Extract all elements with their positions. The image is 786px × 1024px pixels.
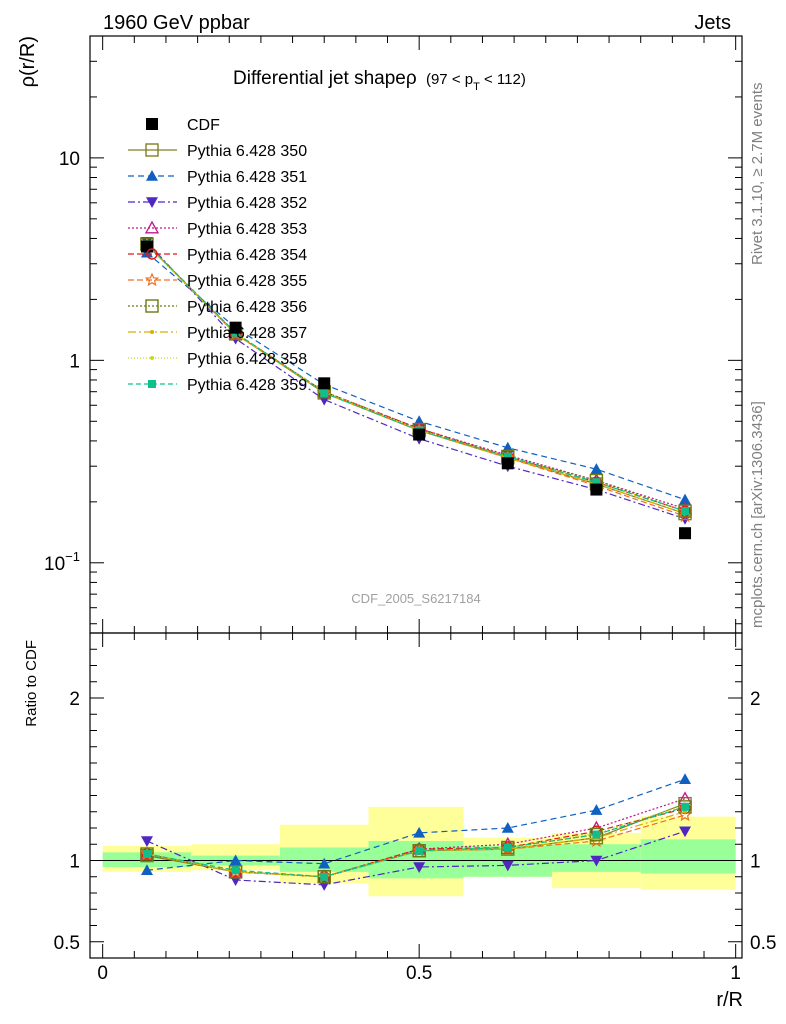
legend-marker-5 [146, 248, 158, 260]
title-sub-pre: (97 < p [426, 71, 473, 88]
legend-marker-7 [145, 299, 159, 313]
ytick-label-top-2: 10 [59, 149, 80, 170]
series-point-9-6 [681, 507, 690, 516]
ratio-point-9-5 [592, 830, 601, 839]
legend-label-10: Pythia 6.428 359 [187, 377, 307, 394]
ratio-point-2-3 [413, 862, 426, 873]
ratio-point-9-6 [681, 802, 690, 811]
ratio-point-9-0 [142, 850, 151, 858]
top-panel-series [139, 237, 693, 540]
ratio-point-1-6 [679, 773, 692, 785]
legend-label-3: Pythia 6.428 352 [187, 195, 307, 212]
data-point-2 [318, 377, 331, 390]
series-point-6-6 [678, 504, 692, 518]
xtick-label-2: 1 [730, 963, 741, 984]
header-right: Jets [694, 12, 731, 34]
ytick-label-bottom-right-0: 0.5 [750, 933, 776, 954]
ratio-point-9-3 [415, 846, 424, 855]
ratio-point-2-4 [501, 860, 514, 872]
title-sub-subscript: T [473, 81, 480, 93]
xtick-label-0: 0 [97, 963, 108, 984]
ratio-point-1-5 [590, 804, 603, 815]
ylabel-bottom: Ratio to CDF [23, 640, 40, 727]
xtick-label-1: 0.5 [406, 963, 432, 984]
header-left: 1960 GeV ppbar [103, 12, 250, 34]
axes-frame: 10−1 1 10 0.5 0.5 1 1 2 2 0 0.5 1 [44, 35, 776, 984]
ytick-label-bottom-right-1: 1 [750, 852, 761, 873]
series-point-9-4 [503, 452, 512, 461]
series-point-5-6 [677, 508, 693, 523]
ratio-point-5-5 [589, 833, 604, 848]
data-point-6 [679, 527, 692, 540]
data-point-0 [140, 240, 153, 253]
legend-marker-6 [144, 272, 160, 287]
legend-label-2: Pythia 6.428 351 [187, 169, 307, 186]
legend-label-9: Pythia 6.428 358 [187, 351, 307, 368]
ytick-label-bottom-right-2: 2 [750, 689, 761, 710]
ratio-point-9-4 [503, 843, 512, 852]
ratio-point-1-1 [229, 854, 242, 866]
ratio-point-1-4 [501, 822, 514, 833]
ratio-point-6-0 [140, 847, 154, 861]
legend-marker-10 [148, 380, 156, 388]
ratio-point-1-2 [318, 857, 331, 869]
legend-marker-0 [146, 118, 158, 130]
legend-label-5: Pythia 6.428 354 [187, 247, 307, 264]
series-point-9-5 [592, 478, 601, 487]
legend-marker-3 [146, 197, 158, 208]
data-point-1 [229, 321, 242, 334]
bottom-panel-frame [89, 632, 743, 959]
plot-title: Differential jet shapeρ (97 < pT < 112) [233, 68, 526, 93]
ratio-point-2-0 [140, 836, 153, 847]
legend-label-8: Pythia 6.428 357 [187, 325, 307, 342]
legend-marker-8 [150, 330, 154, 334]
ratio-point-2-6 [679, 826, 692, 838]
legend-marker-4 [144, 220, 160, 234]
legend-marker-2 [146, 170, 158, 181]
legend-label-1: Pythia 6.428 350 [187, 143, 307, 160]
ylabel-top: ρ(r/R) [17, 36, 39, 87]
legend-marker-9 [150, 356, 154, 360]
ytick-label-bottom-left-1: 1 [69, 852, 80, 873]
data-point-5 [590, 483, 603, 496]
ytick-label-bottom-left-2: 2 [69, 689, 80, 710]
legend-label-7: Pythia 6.428 356 [187, 299, 307, 316]
legend-marker-1 [145, 143, 159, 157]
ratio-point-1-3 [413, 826, 426, 838]
legend-label-0: CDF [187, 117, 220, 134]
ratio-point-1-0 [140, 864, 153, 876]
legend: CDF Pythia 6.428 350 Pythia 6.428 351 Pythi… [128, 117, 307, 394]
side-label-mcplots: mcplots.cern.ch [arXiv:1306.3436] [749, 401, 766, 628]
series-point-9-2 [320, 388, 329, 397]
title-main: Differential jet shapeρ [233, 68, 417, 89]
ratio-panel-series [139, 773, 693, 891]
ratio-point-2-5 [590, 855, 603, 867]
band-green [640, 839, 736, 874]
ytick-label-top-0: 10−1 [44, 549, 80, 575]
side-label-rivet: Rivet 3.1.10, ≥ 2.7M events [749, 83, 766, 266]
series-point-1-6 [679, 493, 692, 505]
ratio-point-9-1 [231, 866, 240, 875]
ratio-point-5-1 [228, 864, 243, 878]
analysis-watermark: CDF_2005_S6217184 [351, 591, 480, 606]
ytick-label-top-1: 1 [69, 351, 80, 372]
title-sub-post: < 112) [480, 71, 526, 88]
xlabel: r/R [716, 989, 743, 1011]
ytick-label-bottom-left-0: 0.5 [54, 933, 80, 954]
ratio-point-9-2 [320, 872, 329, 881]
legend-label-4: Pythia 6.428 353 [187, 221, 307, 238]
data-point-4 [501, 457, 514, 470]
series-point-1-5 [590, 463, 603, 474]
data-point-3 [413, 428, 426, 441]
legend-label-6: Pythia 6.428 355 [187, 273, 307, 290]
ratio-point-6-5 [589, 827, 604, 842]
